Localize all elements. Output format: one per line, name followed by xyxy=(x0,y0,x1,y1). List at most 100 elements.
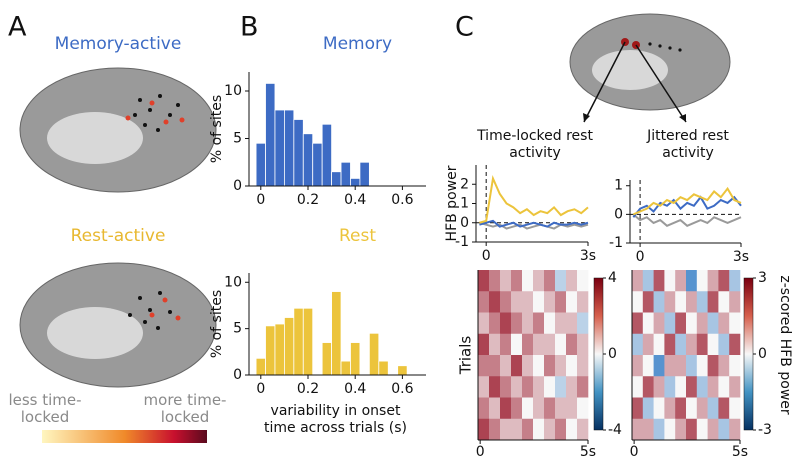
heat-cell xyxy=(478,355,490,377)
heat-cell xyxy=(489,312,501,335)
x-tick-label: 0.6 xyxy=(391,381,413,397)
heat-cell xyxy=(500,355,512,377)
x-tick-label: 0 xyxy=(636,249,645,265)
colorbar-tick-label: 3 xyxy=(758,270,767,286)
heat-cell xyxy=(566,291,578,313)
timelock-colorbar xyxy=(42,430,207,443)
bar xyxy=(340,161,351,187)
x-tick-label: 0 xyxy=(630,444,639,458)
heat-cell xyxy=(642,418,654,441)
heat-cell xyxy=(686,312,698,335)
chart-title: Jittered rest activity xyxy=(647,128,729,161)
heat-cell xyxy=(675,333,687,356)
bar xyxy=(321,123,333,187)
heat-cell xyxy=(544,312,556,335)
heat-cell xyxy=(664,270,676,292)
x-tick-label: 0 xyxy=(476,444,485,458)
heat-cell xyxy=(675,397,687,420)
heat-cell xyxy=(511,270,523,292)
bar xyxy=(378,360,389,376)
heat-cell xyxy=(686,291,698,313)
heat-cell xyxy=(653,312,665,335)
series-line xyxy=(632,195,742,218)
bar xyxy=(397,365,408,376)
heat-cell xyxy=(729,355,741,377)
heat-cell xyxy=(653,418,665,441)
y-tick-label: 1 xyxy=(460,196,469,212)
colorbar-tick-label: -3 xyxy=(758,422,772,438)
brain-c xyxy=(569,13,731,123)
heat-cell xyxy=(729,418,741,441)
heat-cell xyxy=(577,355,589,377)
heat-cell xyxy=(511,397,523,420)
heat-cell xyxy=(718,312,730,335)
heat-cell xyxy=(696,418,708,441)
heat-cell xyxy=(489,355,501,377)
y-tick-label: 10 xyxy=(224,83,242,99)
heat-cell xyxy=(522,397,534,420)
heat-cell xyxy=(577,312,589,335)
bar xyxy=(255,357,266,376)
heat-cell xyxy=(489,333,501,356)
y-tick-label: 10 xyxy=(224,274,242,290)
colorbar xyxy=(593,277,604,431)
bar xyxy=(302,307,314,376)
heat-cell xyxy=(566,418,578,441)
y-tick-label: 2 xyxy=(460,176,469,192)
heat-cell xyxy=(718,355,730,377)
heat-cell xyxy=(522,270,534,292)
heat-cell xyxy=(642,397,654,420)
heat-cell xyxy=(544,376,556,398)
heat-cell xyxy=(707,355,719,377)
bar xyxy=(331,291,342,376)
heat-cell xyxy=(642,312,654,335)
heat-cell xyxy=(696,397,708,420)
heat-cell xyxy=(577,397,589,420)
heat-cell xyxy=(729,333,741,356)
heat-cell xyxy=(642,333,654,356)
heat-cell xyxy=(653,376,665,398)
series-line xyxy=(632,213,742,227)
heat-cell xyxy=(555,291,567,313)
x-tick-label: 5s xyxy=(732,444,748,458)
colorbar-tick-label: 4 xyxy=(608,270,617,286)
y-tick-label: 0 xyxy=(233,367,242,383)
y-tick-label: -1 xyxy=(455,234,469,250)
heat-cell xyxy=(729,397,741,420)
bar xyxy=(350,177,361,187)
heat-cell xyxy=(500,312,512,335)
y-tick-label: 5 xyxy=(233,131,242,147)
heat-cell xyxy=(544,270,556,292)
series-line xyxy=(632,186,742,216)
heat-cell xyxy=(718,376,730,398)
heat-cell xyxy=(522,291,534,313)
heat-cell xyxy=(664,376,676,398)
colorbar-label: z-scored HFB power xyxy=(777,275,793,415)
heat-cell xyxy=(675,312,687,335)
colorbar-high-label: more time-locked xyxy=(143,391,227,426)
y-axis-label: HFB power xyxy=(444,165,460,241)
heat-cell xyxy=(707,291,719,313)
heat-cell xyxy=(511,312,523,335)
heat-cell xyxy=(664,355,676,377)
bar xyxy=(274,323,285,376)
colorbar-tick-label: -4 xyxy=(608,422,622,438)
y-tick-label: 0 xyxy=(460,215,469,231)
heat-cell xyxy=(544,418,556,441)
heat-cell xyxy=(577,418,589,441)
heat-cell xyxy=(555,355,567,377)
heat-cell xyxy=(632,333,644,356)
heat-cell xyxy=(718,418,730,441)
heat-cell xyxy=(478,376,490,398)
heat-cell xyxy=(511,355,523,377)
heat-cell xyxy=(729,312,741,335)
heat-cell xyxy=(642,291,654,313)
heat-cell xyxy=(511,333,523,356)
heat-cell xyxy=(500,418,512,441)
heat-cell xyxy=(632,270,644,292)
heat-cell xyxy=(696,312,708,335)
heat-cell xyxy=(533,355,545,377)
heat-cell xyxy=(533,312,545,335)
